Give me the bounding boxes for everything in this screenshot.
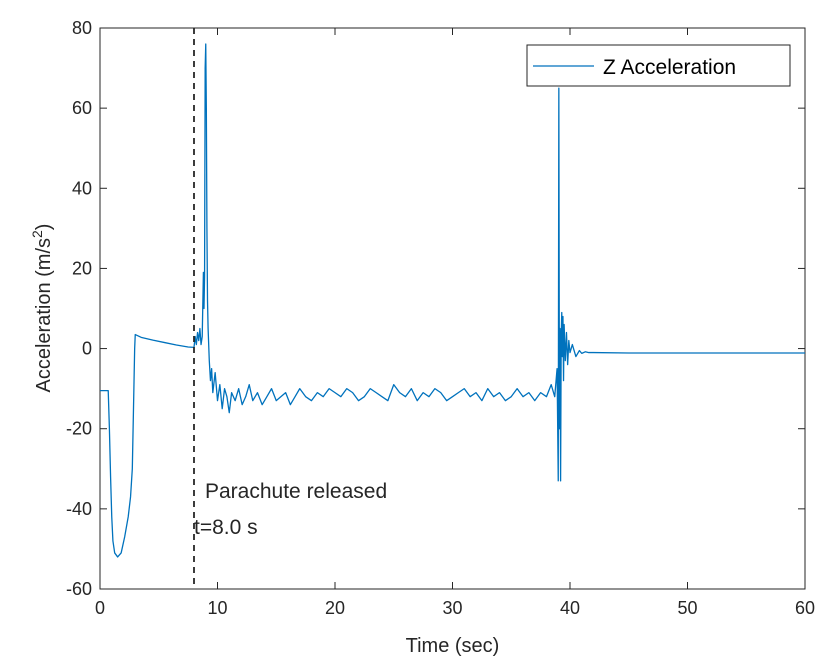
- x-tick-label: 40: [560, 598, 580, 618]
- annotation-line-2: t=8.0 s: [194, 516, 258, 539]
- y-tick-label: 0: [82, 339, 92, 359]
- y-axis-label-superscript: 2: [29, 230, 45, 238]
- series-layer: [100, 43, 805, 558]
- x-axis-label: Time (sec): [406, 635, 500, 657]
- plot-frame: [99, 27, 806, 590]
- x-tick-label: 20: [325, 598, 345, 618]
- y-tick-label: -60: [66, 579, 92, 599]
- legend-entry-label: Z Acceleration: [603, 56, 736, 79]
- ticks-layer: 0 10 20 30 40 50 60 -60 -40 -20 0 20 40 60 80: [66, 18, 815, 618]
- y-tick-label: 20: [72, 258, 92, 278]
- y-tick-label: 60: [72, 98, 92, 118]
- y-axis-label-main: Acceleration (m/s: [33, 238, 55, 393]
- x-tick-label: 60: [795, 598, 815, 618]
- legend: Z Acceleration: [526, 44, 791, 87]
- x-tick-label: 10: [207, 598, 227, 618]
- x-tick-label: 30: [442, 598, 462, 618]
- annotation-line-1: Parachute released: [205, 480, 387, 503]
- y-tick-label: -20: [66, 419, 92, 439]
- y-axis-label-close: ): [33, 224, 55, 231]
- y-tick-label: -40: [66, 499, 92, 519]
- y-axis-label: Acceleration (m/s2): [29, 224, 55, 393]
- series-line-z-acceleration: [100, 43, 805, 558]
- y-tick-label: 80: [72, 18, 92, 38]
- y-tick-label: 40: [72, 178, 92, 198]
- x-tick-label: 50: [677, 598, 697, 618]
- x-tick-label: 0: [95, 598, 105, 618]
